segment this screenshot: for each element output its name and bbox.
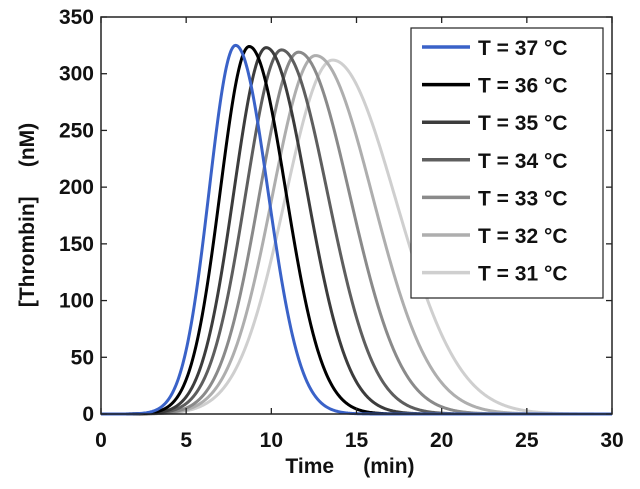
legend-label-3: T = 34 °C xyxy=(478,150,568,173)
legend-label-6: T = 31 °C xyxy=(478,263,568,286)
y-tick-label-4: 200 xyxy=(59,176,94,199)
y-tick-label-0: 0 xyxy=(82,403,94,426)
x-tick-label-4: 20 xyxy=(430,429,453,452)
y-tick-label-3: 150 xyxy=(59,233,94,256)
x-tick-label-5: 25 xyxy=(515,429,539,452)
legend-label-0: T = 37 °C xyxy=(478,37,568,60)
y-tick-label-5: 250 xyxy=(59,119,94,142)
legend-box xyxy=(410,27,604,299)
legend-label-2: T = 35 °C xyxy=(478,112,568,135)
ticks-layer xyxy=(100,16,613,415)
y-axis-label: [Thrombin] (nM) xyxy=(16,123,39,307)
x-axis-label: Time (min) xyxy=(285,455,414,478)
y-tick-label-2: 100 xyxy=(59,290,94,313)
x-tick-label-2: 10 xyxy=(260,429,283,452)
legend: T = 37 °C T = 36 °C T = 35 °C T = 34 °C T = … xyxy=(410,27,604,299)
legend-label-5: T = 32 °C xyxy=(478,225,568,248)
y-tick-label-7: 350 xyxy=(59,6,94,29)
legend-label-1: T = 36 °C xyxy=(478,75,568,98)
legend-label-4: T = 33 °C xyxy=(478,187,568,210)
x-tick-label-0: 0 xyxy=(95,429,107,452)
y-tick-label-6: 300 xyxy=(59,63,94,86)
y-tick-label-1: 50 xyxy=(71,346,94,369)
x-tick-label-1: 5 xyxy=(180,429,192,452)
x-tick-label-3: 15 xyxy=(345,429,369,452)
x-tick-label-6: 30 xyxy=(600,429,623,452)
